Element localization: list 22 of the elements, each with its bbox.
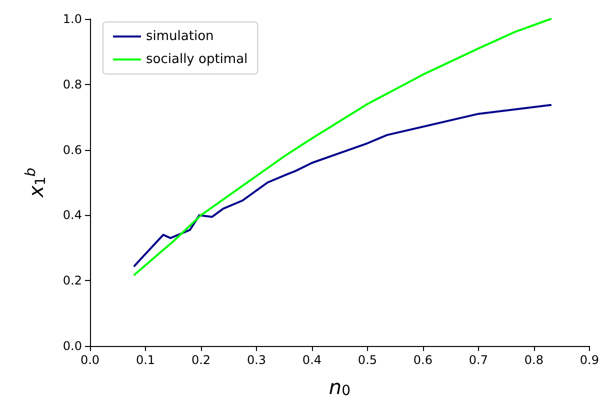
x-tick-label: 0.6 xyxy=(413,353,433,367)
line-series xyxy=(133,18,552,276)
y-tick-label: 0.8 xyxy=(62,77,82,92)
y-tick-label: 0.4 xyxy=(62,208,82,222)
y-tick-label: 0.2 xyxy=(62,274,82,288)
x-tick-label: 0.2 xyxy=(191,353,211,367)
x-tick-label: 0.3 xyxy=(246,353,266,367)
y-tick-label: 1.0 xyxy=(62,12,82,26)
x-tick-label: 0.5 xyxy=(358,353,378,367)
y-tick-label: 0.6 xyxy=(62,142,82,157)
x-tick-label: 0.1 xyxy=(136,353,156,367)
legend-label: simulation xyxy=(146,29,214,44)
x-tick-label: 0.4 xyxy=(302,353,322,367)
legend-label: socially optimal xyxy=(146,52,248,67)
y-axis-title: x1b xyxy=(23,168,49,198)
y-tick-label: 0.0 xyxy=(62,339,82,353)
line-series xyxy=(133,104,552,267)
x-tick-label: 0.9 xyxy=(580,353,600,367)
x-axis-title: n0 xyxy=(328,375,351,399)
x-tick-label: 0.0 xyxy=(80,353,100,367)
x-tick-label: 0.7 xyxy=(468,353,488,367)
x-tick-label: 0.8 xyxy=(524,353,544,367)
